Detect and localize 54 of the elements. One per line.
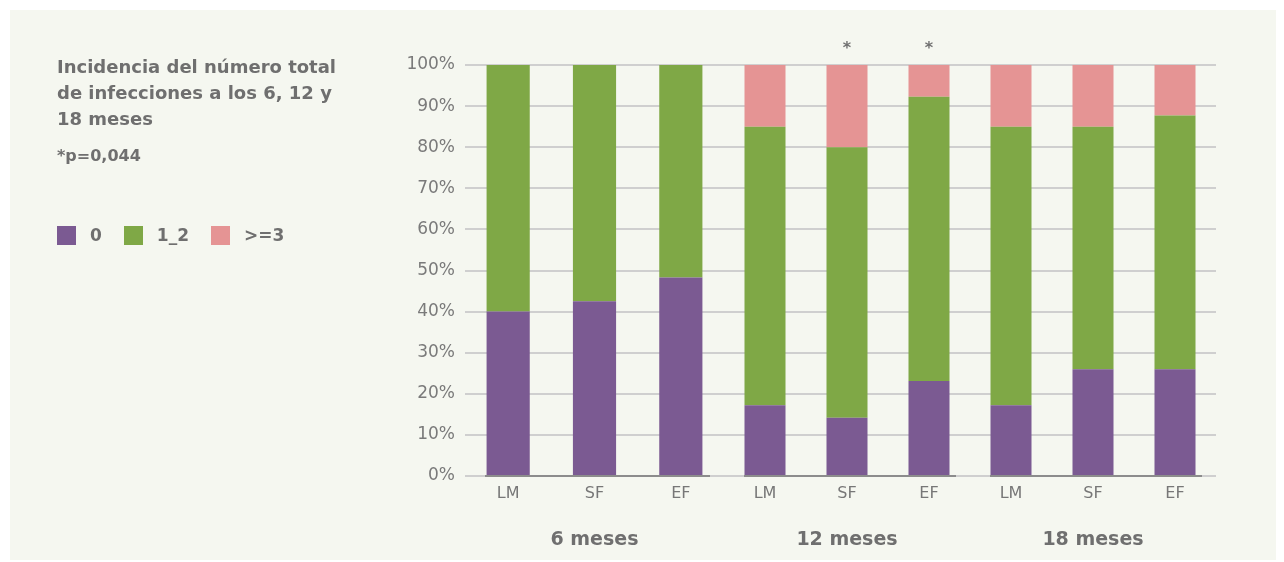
y-tick-label: 30%: [417, 341, 455, 362]
y-tick-label: 40%: [417, 300, 455, 321]
x-tick-label: LM: [999, 482, 1023, 502]
bar: [826, 147, 868, 418]
bar: [990, 405, 1032, 475]
bar: [1154, 65, 1196, 116]
bar: [1072, 369, 1114, 475]
y-tick-label: 100%: [406, 53, 455, 74]
annotation: *: [924, 38, 934, 58]
x-tick-label: SF: [837, 482, 857, 502]
text: *p=0,044: [57, 146, 142, 165]
bar: [486, 65, 530, 312]
x-tick-label: SF: [1083, 482, 1103, 502]
bar: [659, 277, 703, 475]
legend-label: >=3: [244, 225, 285, 245]
x-tick-label: EF: [1165, 482, 1185, 502]
y-tick-label: 90%: [417, 94, 455, 115]
bar: [826, 417, 868, 475]
y-tick-label: 60%: [417, 217, 455, 238]
legend-label: 0: [90, 225, 102, 245]
bar: [744, 405, 786, 475]
text: Incidencia del número total de infecciones a los 6, 12 y 18 meses: [57, 55, 338, 131]
x-tick-label: LM: [496, 482, 520, 502]
x-tick-label: EF: [919, 482, 939, 502]
bar: [908, 65, 950, 97]
bar: [1072, 126, 1114, 370]
y-tick-label: 10%: [417, 423, 455, 444]
bar: [744, 126, 786, 406]
y-tick-label: 20%: [417, 382, 455, 403]
bar: [572, 65, 617, 302]
bar: [990, 126, 1032, 406]
bar: [486, 311, 530, 475]
bar: [572, 301, 617, 475]
bar: [659, 65, 703, 278]
annotation: *: [842, 38, 852, 58]
bar: [908, 381, 950, 475]
bar: [1154, 369, 1196, 475]
x-tick-label: SF: [584, 482, 605, 502]
bar: [1072, 65, 1114, 127]
x-axis-title: 18 meses: [1042, 526, 1144, 549]
y-tick-label: 0%: [428, 464, 455, 485]
x-tick-label: LM: [753, 482, 777, 502]
y-tick-label: 80%: [417, 135, 455, 156]
bar: [744, 65, 786, 127]
x-axis-title: 12 meses: [796, 526, 898, 549]
bar: [1154, 115, 1196, 370]
bar: [908, 96, 950, 382]
legend-label: 1_2: [156, 225, 190, 245]
y-tick-label: 50%: [417, 258, 455, 279]
y-tick-label: 70%: [417, 176, 455, 197]
x-axis-title: 6 meses: [550, 526, 639, 549]
x-tick-label: EF: [671, 482, 691, 502]
bar: [990, 65, 1032, 127]
bar: [826, 65, 868, 148]
